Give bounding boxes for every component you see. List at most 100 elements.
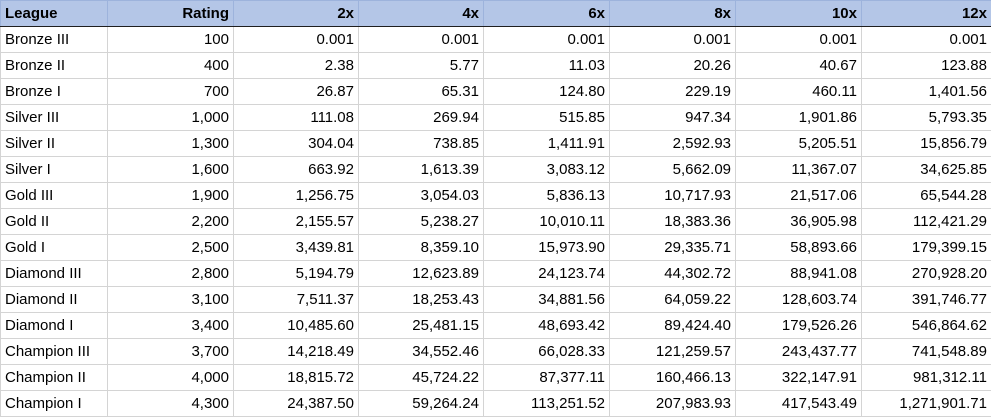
rating-cell: 3,100: [108, 287, 234, 313]
multiplier-6x-cell: 1,411.91: [484, 131, 610, 157]
league-cell: Silver III: [1, 105, 108, 131]
multiplier-6x-cell: 0.001: [484, 27, 610, 53]
multiplier-12x-cell: 1,401.56: [862, 79, 991, 105]
multiplier-2x-cell: 0.001: [234, 27, 359, 53]
multiplier-12x-cell: 179,399.15: [862, 235, 991, 261]
multiplier-10x-cell: 36,905.98: [736, 209, 862, 235]
multiplier-6x-cell: 10,010.11: [484, 209, 610, 235]
multiplier-12x-cell: 5,793.35: [862, 105, 991, 131]
multiplier-12x-cell: 15,856.79: [862, 131, 991, 157]
multiplier-10x-cell: 40.67: [736, 53, 862, 79]
multiplier-8x-cell: 207,983.93: [610, 391, 736, 417]
multiplier-4x-cell: 12,623.89: [359, 261, 484, 287]
multiplier-8x-cell: 2,592.93: [610, 131, 736, 157]
multiplier-10x-cell: 128,603.74: [736, 287, 862, 313]
multiplier-6x-cell: 66,028.33: [484, 339, 610, 365]
multiplier-2x-cell: 18,815.72: [234, 365, 359, 391]
multiplier-6x-cell: 11.03: [484, 53, 610, 79]
multiplier-2x-cell: 7,511.37: [234, 287, 359, 313]
league-cell: Gold I: [1, 235, 108, 261]
multiplier-8x-cell: 29,335.71: [610, 235, 736, 261]
multiplier-10x-cell: 243,437.77: [736, 339, 862, 365]
column-header-rating: Rating: [108, 1, 234, 27]
multiplier-8x-cell: 0.001: [610, 27, 736, 53]
multiplier-12x-cell: 391,746.77: [862, 287, 991, 313]
multiplier-12x-cell: 0.001: [862, 27, 991, 53]
multiplier-8x-cell: 44,302.72: [610, 261, 736, 287]
multiplier-4x-cell: 45,724.22: [359, 365, 484, 391]
rating-cell: 4,300: [108, 391, 234, 417]
multiplier-8x-cell: 160,466.13: [610, 365, 736, 391]
multiplier-12x-cell: 1,271,901.71: [862, 391, 991, 417]
multiplier-6x-cell: 34,881.56: [484, 287, 610, 313]
multiplier-10x-cell: 179,526.26: [736, 313, 862, 339]
league-cell: Diamond II: [1, 287, 108, 313]
multiplier-10x-cell: 21,517.06: [736, 183, 862, 209]
multiplier-2x-cell: 14,218.49: [234, 339, 359, 365]
multiplier-4x-cell: 0.001: [359, 27, 484, 53]
multiplier-12x-cell: 546,864.62: [862, 313, 991, 339]
multiplier-10x-cell: 322,147.91: [736, 365, 862, 391]
multiplier-2x-cell: 24,387.50: [234, 391, 359, 417]
multiplier-4x-cell: 8,359.10: [359, 235, 484, 261]
rating-cell: 1,000: [108, 105, 234, 131]
multiplier-6x-cell: 87,377.11: [484, 365, 610, 391]
multiplier-6x-cell: 5,836.13: [484, 183, 610, 209]
multiplier-6x-cell: 113,251.52: [484, 391, 610, 417]
multiplier-8x-cell: 947.34: [610, 105, 736, 131]
multiplier-8x-cell: 121,259.57: [610, 339, 736, 365]
rating-cell: 1,900: [108, 183, 234, 209]
multiplier-4x-cell: 65.31: [359, 79, 484, 105]
league-cell: Diamond I: [1, 313, 108, 339]
multiplier-2x-cell: 26.87: [234, 79, 359, 105]
multiplier-8x-cell: 229.19: [610, 79, 736, 105]
multiplier-4x-cell: 34,552.46: [359, 339, 484, 365]
league-cell: Silver II: [1, 131, 108, 157]
multiplier-4x-cell: 25,481.15: [359, 313, 484, 339]
multiplier-6x-cell: 48,693.42: [484, 313, 610, 339]
multiplier-10x-cell: 0.001: [736, 27, 862, 53]
multiplier-2x-cell: 111.08: [234, 105, 359, 131]
multiplier-6x-cell: 3,083.12: [484, 157, 610, 183]
multiplier-8x-cell: 18,383.36: [610, 209, 736, 235]
multiplier-6x-cell: 515.85: [484, 105, 610, 131]
multiplier-2x-cell: 2,155.57: [234, 209, 359, 235]
league-cell: Bronze I: [1, 79, 108, 105]
multiplier-2x-cell: 10,485.60: [234, 313, 359, 339]
multiplier-8x-cell: 5,662.09: [610, 157, 736, 183]
rating-cell: 2,500: [108, 235, 234, 261]
rating-cell: 2,200: [108, 209, 234, 235]
league-cell: Silver I: [1, 157, 108, 183]
rating-cell: 4,000: [108, 365, 234, 391]
multiplier-4x-cell: 59,264.24: [359, 391, 484, 417]
multiplier-10x-cell: 417,543.49: [736, 391, 862, 417]
multiplier-10x-cell: 460.11: [736, 79, 862, 105]
multiplier-4x-cell: 738.85: [359, 131, 484, 157]
multiplier-4x-cell: 18,253.43: [359, 287, 484, 313]
multiplier-4x-cell: 3,054.03: [359, 183, 484, 209]
multiplier-2x-cell: 2.38: [234, 53, 359, 79]
multiplier-12x-cell: 34,625.85: [862, 157, 991, 183]
multiplier-8x-cell: 10,717.93: [610, 183, 736, 209]
multiplier-2x-cell: 304.04: [234, 131, 359, 157]
header-row: League Rating 2x 4x 6x 8x 10x 12x: [1, 1, 991, 27]
multiplier-2x-cell: 3,439.81: [234, 235, 359, 261]
multiplier-2x-cell: 1,256.75: [234, 183, 359, 209]
multiplier-12x-cell: 123.88: [862, 53, 991, 79]
multiplier-12x-cell: 112,421.29: [862, 209, 991, 235]
league-cell: Champion III: [1, 339, 108, 365]
multiplier-10x-cell: 1,901.86: [736, 105, 862, 131]
multiplier-10x-cell: 88,941.08: [736, 261, 862, 287]
rating-cell: 3,400: [108, 313, 234, 339]
multiplier-10x-cell: 58,893.66: [736, 235, 862, 261]
column-header-4x: 4x: [359, 1, 484, 27]
